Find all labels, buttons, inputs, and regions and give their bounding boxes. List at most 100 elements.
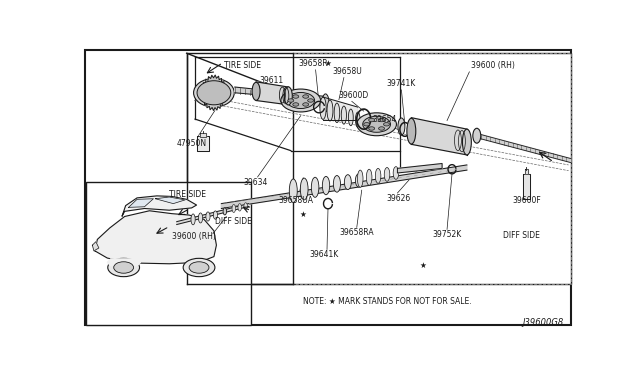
Text: 39741K: 39741K bbox=[387, 79, 416, 88]
Polygon shape bbox=[256, 82, 288, 105]
Ellipse shape bbox=[366, 169, 372, 185]
Circle shape bbox=[369, 118, 374, 122]
Text: 39658UA: 39658UA bbox=[278, 196, 314, 205]
Text: 39634: 39634 bbox=[244, 178, 268, 187]
Circle shape bbox=[281, 89, 321, 112]
Ellipse shape bbox=[198, 213, 203, 223]
Circle shape bbox=[303, 95, 308, 98]
Text: 39658RA: 39658RA bbox=[339, 228, 374, 237]
Circle shape bbox=[189, 262, 209, 273]
Polygon shape bbox=[221, 165, 467, 208]
Ellipse shape bbox=[284, 87, 292, 105]
Ellipse shape bbox=[407, 118, 416, 144]
Polygon shape bbox=[323, 97, 358, 120]
Ellipse shape bbox=[344, 175, 351, 190]
Circle shape bbox=[292, 95, 299, 98]
Ellipse shape bbox=[333, 176, 340, 192]
Circle shape bbox=[287, 93, 315, 109]
Circle shape bbox=[183, 258, 215, 277]
Ellipse shape bbox=[463, 129, 471, 155]
Ellipse shape bbox=[327, 100, 333, 121]
Ellipse shape bbox=[348, 109, 353, 126]
Ellipse shape bbox=[193, 78, 234, 107]
Ellipse shape bbox=[393, 167, 399, 179]
Ellipse shape bbox=[375, 169, 381, 183]
Circle shape bbox=[379, 118, 385, 122]
Text: DIFF SIDE: DIFF SIDE bbox=[503, 231, 540, 240]
Polygon shape bbox=[122, 196, 196, 216]
Text: 39611: 39611 bbox=[260, 76, 284, 85]
Ellipse shape bbox=[384, 167, 390, 181]
Polygon shape bbox=[95, 211, 216, 264]
Circle shape bbox=[356, 113, 396, 136]
Text: 39600F: 39600F bbox=[513, 196, 541, 205]
Polygon shape bbox=[92, 242, 99, 251]
Ellipse shape bbox=[355, 174, 362, 187]
Ellipse shape bbox=[252, 82, 260, 100]
Polygon shape bbox=[525, 169, 529, 174]
Ellipse shape bbox=[289, 179, 297, 202]
Ellipse shape bbox=[191, 214, 195, 225]
Text: ★: ★ bbox=[420, 261, 427, 270]
Text: TIRE SIDE: TIRE SIDE bbox=[169, 190, 206, 199]
Polygon shape bbox=[201, 75, 227, 110]
Bar bbox=[86, 182, 251, 326]
Text: ★: ★ bbox=[324, 60, 331, 68]
Ellipse shape bbox=[334, 103, 340, 122]
Text: ★: ★ bbox=[300, 210, 307, 219]
Circle shape bbox=[114, 262, 134, 273]
Circle shape bbox=[288, 99, 294, 102]
Polygon shape bbox=[129, 199, 154, 207]
Ellipse shape bbox=[341, 106, 346, 124]
Ellipse shape bbox=[232, 205, 236, 212]
Circle shape bbox=[308, 99, 314, 102]
Ellipse shape bbox=[238, 203, 241, 211]
Bar bbox=[293, 53, 571, 284]
Polygon shape bbox=[397, 164, 442, 173]
Circle shape bbox=[292, 103, 299, 106]
Circle shape bbox=[383, 122, 390, 126]
Text: TIRE SIDE: TIRE SIDE bbox=[224, 61, 261, 70]
Ellipse shape bbox=[213, 211, 218, 219]
Circle shape bbox=[379, 127, 385, 130]
Bar bbox=[187, 53, 571, 284]
Text: J39600G8: J39600G8 bbox=[522, 318, 564, 327]
Text: 39600 (RH): 39600 (RH) bbox=[471, 61, 515, 70]
Text: DIFF SIDE: DIFF SIDE bbox=[215, 217, 252, 226]
Text: 39600 (RH): 39600 (RH) bbox=[172, 232, 216, 241]
Text: 39654: 39654 bbox=[372, 115, 397, 124]
Ellipse shape bbox=[197, 81, 231, 105]
Ellipse shape bbox=[300, 178, 308, 200]
Ellipse shape bbox=[320, 97, 326, 119]
Text: 39600D: 39600D bbox=[338, 91, 368, 100]
Text: 39641K: 39641K bbox=[309, 250, 339, 259]
Text: 47950N: 47950N bbox=[177, 139, 207, 148]
Ellipse shape bbox=[358, 170, 363, 187]
Polygon shape bbox=[523, 173, 531, 199]
Circle shape bbox=[363, 116, 390, 132]
Ellipse shape bbox=[223, 208, 227, 215]
Circle shape bbox=[364, 122, 370, 126]
Text: 39658U: 39658U bbox=[332, 67, 362, 76]
Ellipse shape bbox=[355, 112, 360, 127]
Text: 39752K: 39752K bbox=[432, 230, 461, 239]
Polygon shape bbox=[200, 133, 206, 137]
Polygon shape bbox=[235, 87, 323, 100]
Circle shape bbox=[303, 103, 308, 106]
Polygon shape bbox=[412, 118, 467, 155]
Ellipse shape bbox=[322, 94, 329, 112]
Ellipse shape bbox=[311, 177, 319, 197]
Polygon shape bbox=[197, 136, 209, 151]
Polygon shape bbox=[477, 134, 571, 163]
Polygon shape bbox=[156, 197, 185, 203]
Text: NOTE: ★ MARK STANDS FOR NOT FOR SALE.: NOTE: ★ MARK STANDS FOR NOT FOR SALE. bbox=[303, 297, 472, 306]
Circle shape bbox=[108, 258, 140, 277]
Polygon shape bbox=[108, 259, 141, 266]
Ellipse shape bbox=[473, 128, 481, 143]
Text: 39626: 39626 bbox=[387, 193, 411, 203]
Ellipse shape bbox=[323, 176, 330, 195]
Polygon shape bbox=[177, 203, 249, 225]
Text: 39658R: 39658R bbox=[298, 60, 328, 68]
Ellipse shape bbox=[398, 118, 405, 135]
Circle shape bbox=[369, 127, 374, 130]
